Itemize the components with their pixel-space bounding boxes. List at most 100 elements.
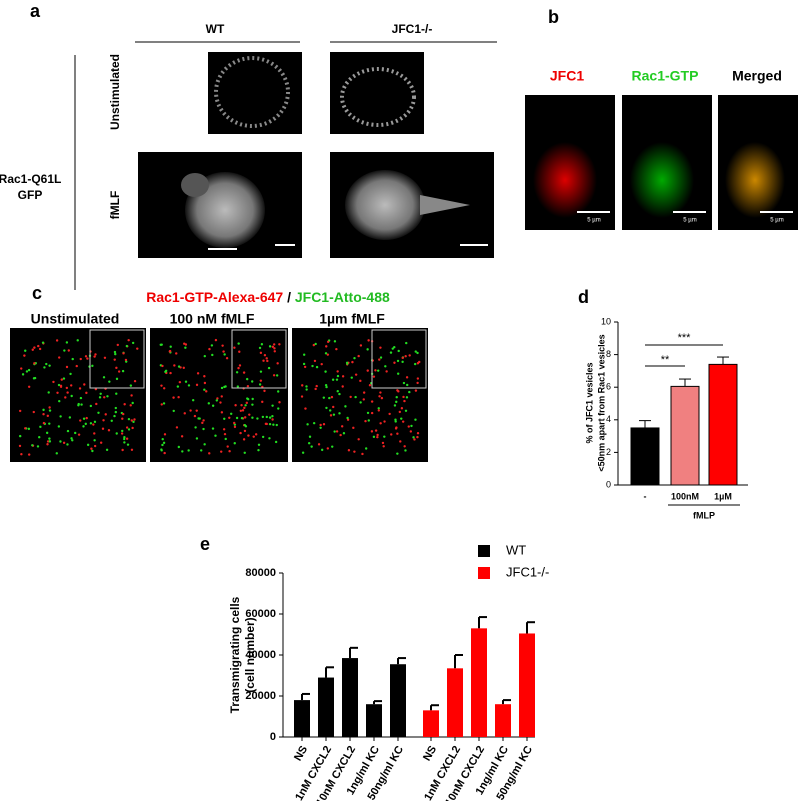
vesicle bbox=[341, 385, 344, 388]
vesicle bbox=[252, 435, 255, 438]
vesicle bbox=[195, 437, 199, 440]
vesicle bbox=[271, 414, 274, 418]
vesicle bbox=[302, 353, 306, 356]
vesicle bbox=[379, 356, 383, 359]
vesicle bbox=[183, 412, 186, 415]
vesicle bbox=[243, 451, 246, 455]
vesicle bbox=[238, 350, 241, 353]
vesicle bbox=[263, 389, 266, 393]
vesicle bbox=[258, 383, 262, 386]
vesicle bbox=[125, 437, 129, 440]
vesicle bbox=[116, 343, 120, 347]
vesicle bbox=[79, 419, 82, 422]
vesicle bbox=[113, 350, 117, 354]
vesicle bbox=[418, 360, 421, 364]
micrograph bbox=[525, 95, 798, 230]
vesicle bbox=[303, 365, 307, 369]
vesicle bbox=[336, 390, 339, 393]
vesicle bbox=[374, 369, 377, 372]
vesicle bbox=[361, 452, 364, 456]
vesicle bbox=[272, 423, 275, 426]
bar bbox=[471, 628, 487, 737]
vesicle bbox=[254, 433, 258, 436]
vesicle bbox=[214, 338, 218, 342]
vesicle bbox=[18, 444, 22, 448]
panel-title: Rac1-GTP-Alexa-647 / JFC1-Atto-488 bbox=[146, 289, 390, 305]
vesicle bbox=[121, 369, 125, 373]
vesicle bbox=[131, 426, 134, 430]
vesicle bbox=[113, 358, 116, 361]
vesicle bbox=[393, 361, 396, 364]
vesicle bbox=[60, 378, 63, 381]
vesicle bbox=[177, 365, 181, 368]
vesicle bbox=[27, 368, 31, 372]
vesicle bbox=[127, 338, 130, 342]
vesicle bbox=[331, 378, 335, 381]
vesicle bbox=[104, 413, 107, 416]
vesicle bbox=[219, 401, 222, 404]
vesicle bbox=[275, 374, 279, 377]
vesicle bbox=[122, 412, 125, 416]
vesicle bbox=[191, 398, 195, 402]
vesicle bbox=[43, 366, 46, 369]
vesicle bbox=[66, 443, 69, 446]
vesicle bbox=[169, 345, 172, 348]
vesicle bbox=[266, 359, 269, 363]
vesicle bbox=[91, 364, 94, 368]
vesicle bbox=[66, 429, 70, 433]
vesicle bbox=[345, 361, 349, 365]
y-tick-label: 6 bbox=[606, 382, 611, 392]
vesicle bbox=[27, 385, 31, 388]
vesicle bbox=[324, 383, 328, 387]
vesicle bbox=[265, 415, 268, 419]
y-axis-label: <50nm apart from Rac1 vesicles bbox=[596, 334, 606, 471]
vesicle bbox=[90, 447, 93, 450]
vesicle bbox=[242, 438, 246, 441]
vesicle bbox=[99, 392, 102, 396]
vesicle bbox=[136, 347, 139, 350]
vesicle bbox=[359, 344, 363, 347]
condition-label: 1µm fMLF bbox=[319, 311, 385, 327]
vesicle bbox=[101, 427, 105, 430]
image-bg bbox=[150, 328, 288, 462]
vesicle bbox=[89, 422, 93, 425]
vesicle bbox=[338, 412, 341, 415]
vesicle bbox=[367, 419, 370, 422]
vesicle bbox=[182, 366, 185, 370]
vesicle bbox=[25, 370, 29, 373]
vesicle bbox=[248, 413, 251, 416]
vesicle bbox=[223, 353, 226, 356]
vesicle bbox=[175, 426, 179, 429]
vesicle bbox=[308, 435, 312, 438]
x-tick-label: 100nM bbox=[671, 491, 699, 501]
vesicle bbox=[362, 391, 366, 394]
vesicle bbox=[370, 400, 374, 403]
vesicle bbox=[195, 383, 199, 387]
vesicle bbox=[115, 392, 118, 395]
vesicle bbox=[224, 437, 227, 441]
vesicle bbox=[20, 453, 23, 456]
vesicle bbox=[114, 352, 117, 356]
vesicle bbox=[193, 414, 197, 418]
vesicle bbox=[325, 406, 328, 410]
vesicle bbox=[377, 407, 380, 410]
vesicle bbox=[408, 390, 411, 394]
vesicle bbox=[404, 409, 408, 412]
vesicle bbox=[405, 396, 409, 399]
vesicle bbox=[340, 425, 344, 428]
vesicle bbox=[349, 395, 352, 399]
vesicle bbox=[107, 429, 111, 432]
vesicle bbox=[274, 440, 278, 444]
vesicle bbox=[416, 377, 420, 380]
vesicle bbox=[394, 427, 398, 430]
vesicle bbox=[187, 449, 190, 452]
vesicle bbox=[184, 343, 188, 346]
vesicle bbox=[47, 391, 50, 394]
vesicle bbox=[379, 422, 382, 425]
vesicle bbox=[80, 403, 83, 406]
vesicle bbox=[125, 344, 129, 348]
vesicle bbox=[131, 341, 135, 345]
y-tick-label: 60000 bbox=[245, 608, 276, 620]
vesicle bbox=[27, 453, 31, 456]
vesicle bbox=[271, 418, 274, 421]
